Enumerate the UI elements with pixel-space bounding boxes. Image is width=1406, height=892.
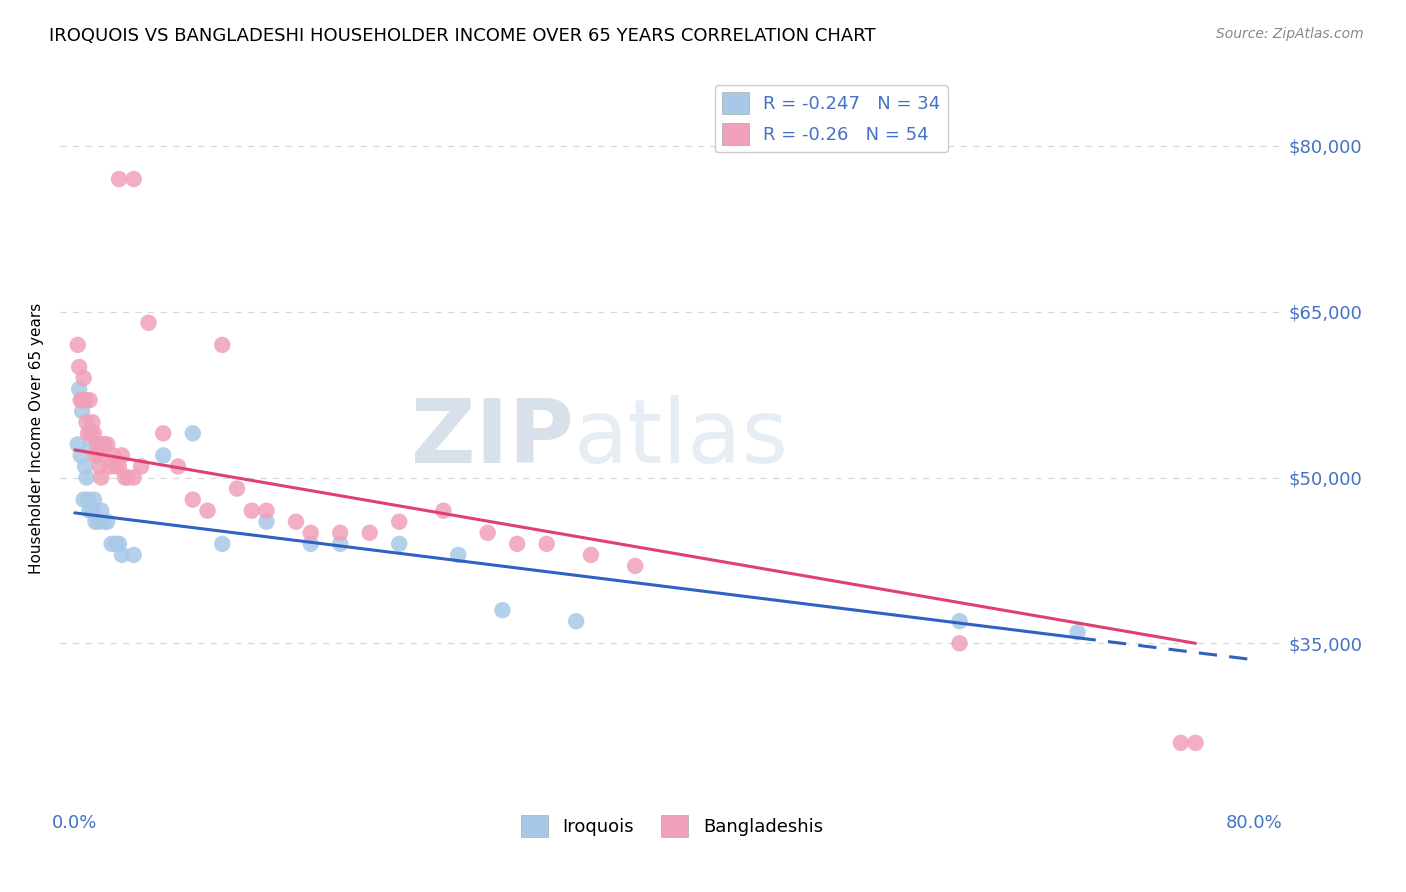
Point [114, 470, 136, 484]
Point [108, 537, 131, 551]
Point [108, 172, 131, 186]
Point [256, 504, 278, 518]
Point [87, 449, 110, 463]
Text: atlas: atlas [574, 395, 789, 483]
Point [84, 515, 107, 529]
Point [69, 393, 91, 408]
Point [79, 504, 101, 518]
Point [240, 504, 263, 518]
Point [536, 537, 558, 551]
Point [67, 359, 90, 374]
Point [432, 504, 454, 518]
Point [67, 382, 90, 396]
Point [82, 504, 104, 518]
Point [100, 537, 122, 551]
Point [122, 172, 145, 186]
Point [624, 558, 647, 573]
Point [579, 548, 602, 562]
Point [70, 393, 93, 408]
Text: Source: ZipAtlas.com: Source: ZipAtlas.com [1216, 27, 1364, 41]
Point [506, 537, 529, 551]
Point [105, 537, 128, 551]
Legend: Iroquois, Bangladeshis: Iroquois, Bangladeshis [513, 808, 830, 845]
Text: IROQUOIS VS BANGLADESHI HOUSEHOLDER INCOME OVER 65 YEARS CORRELATION CHART: IROQUOIS VS BANGLADESHI HOUSEHOLDER INCO… [49, 27, 876, 45]
Point [122, 470, 145, 484]
Point [129, 459, 152, 474]
Point [388, 537, 411, 551]
Point [93, 515, 115, 529]
Y-axis label: Householder Income Over 65 years: Householder Income Over 65 years [30, 303, 44, 574]
Point [388, 515, 411, 529]
Point [256, 515, 278, 529]
Point [211, 338, 233, 352]
Point [1184, 736, 1206, 750]
Point [76, 470, 98, 484]
Point [181, 492, 204, 507]
Point [108, 459, 131, 474]
Point [117, 470, 139, 484]
Point [167, 459, 190, 474]
Point [948, 614, 970, 628]
Point [152, 449, 174, 463]
Point [105, 459, 128, 474]
Point [565, 614, 588, 628]
Point [87, 515, 110, 529]
Point [86, 437, 108, 451]
Point [72, 371, 94, 385]
Point [83, 492, 105, 507]
Point [80, 437, 103, 451]
Point [75, 459, 97, 474]
Point [359, 525, 381, 540]
Point [948, 636, 970, 650]
Point [66, 338, 89, 352]
Point [69, 449, 91, 463]
Point [89, 459, 111, 474]
Point [197, 504, 219, 518]
Point [211, 537, 233, 551]
Point [1066, 625, 1088, 640]
Point [96, 437, 118, 451]
Point [70, 404, 93, 418]
Point [491, 603, 513, 617]
Point [152, 426, 174, 441]
Point [75, 393, 97, 408]
Point [111, 449, 134, 463]
Point [72, 492, 94, 507]
Point [181, 426, 204, 441]
Point [226, 482, 249, 496]
Point [329, 525, 352, 540]
Point [285, 515, 308, 529]
Point [79, 393, 101, 408]
Point [80, 426, 103, 441]
Point [83, 426, 105, 441]
Point [91, 437, 114, 451]
Point [66, 437, 89, 451]
Point [82, 415, 104, 429]
Point [93, 437, 115, 451]
Point [299, 537, 322, 551]
Point [84, 449, 107, 463]
Point [77, 492, 100, 507]
Text: ZIP: ZIP [412, 395, 574, 483]
Point [1170, 736, 1192, 750]
Point [111, 548, 134, 562]
Point [138, 316, 160, 330]
Point [76, 415, 98, 429]
Point [77, 426, 100, 441]
Point [90, 504, 112, 518]
Point [122, 548, 145, 562]
Point [447, 548, 470, 562]
Point [101, 449, 124, 463]
Point [98, 459, 121, 474]
Point [90, 470, 112, 484]
Point [477, 525, 499, 540]
Point [329, 537, 352, 551]
Point [96, 515, 118, 529]
Point [299, 525, 322, 540]
